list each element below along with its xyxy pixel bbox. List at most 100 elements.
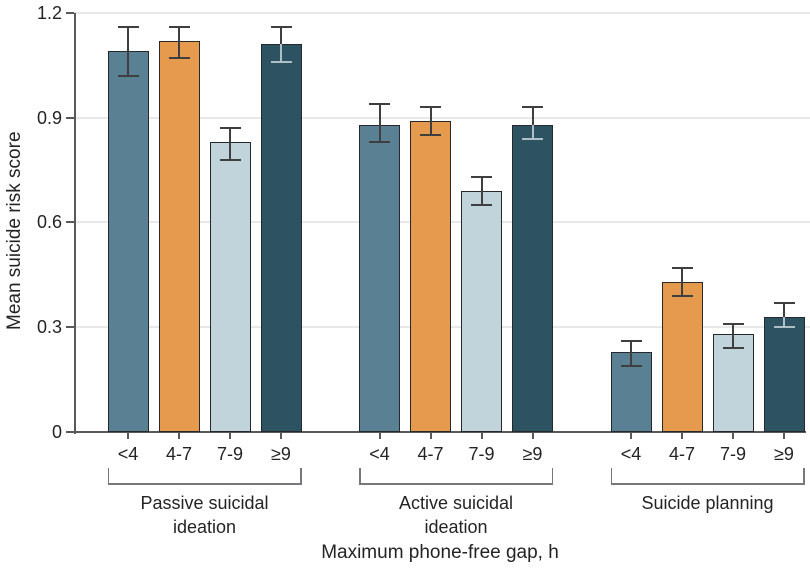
group-label-line: ideation — [172, 517, 237, 537]
x-tick-label: 4-7 — [165, 444, 192, 464]
error-bar-cap-top — [471, 176, 492, 179]
error-bar-cap-bottom — [117, 74, 139, 77]
error-bar-cap-top — [369, 102, 390, 105]
error-bar-line — [630, 341, 632, 352]
error-bar-cap-bottom — [369, 141, 390, 144]
group-bracket-end — [551, 468, 553, 485]
bar — [209, 142, 251, 432]
group-label: Passive suicidal ideation — [140, 491, 268, 539]
x-tick-label: 7-9 — [468, 444, 495, 464]
group-label: Suicide planning — [641, 491, 773, 515]
bar — [107, 51, 149, 432]
error-bar-cap-bottom — [471, 204, 492, 207]
error-bar-cap-top — [722, 322, 744, 325]
group-bracket — [359, 483, 553, 485]
group-bracket — [107, 483, 302, 485]
x-tick-label: <4 — [369, 444, 390, 464]
error-bar-line — [783, 316, 785, 328]
group-bracket-end — [300, 468, 302, 485]
x-tick-label: ≥9 — [271, 444, 291, 464]
x-tick-label: ≥9 — [774, 444, 794, 464]
error-bar-line — [229, 142, 231, 160]
y-axis-tick — [66, 431, 74, 433]
group-label-line: Active suicidal — [398, 493, 514, 513]
error-bar-cap-bottom — [722, 347, 744, 350]
x-axis-tick — [732, 433, 734, 439]
bar — [359, 124, 400, 432]
error-bar-line — [531, 107, 534, 125]
error-bar-cap-top — [620, 340, 642, 343]
x-axis-tick — [531, 433, 534, 439]
error-bar-line — [480, 177, 483, 192]
error-bar-line — [127, 51, 129, 76]
error-bar-cap-bottom — [522, 137, 543, 140]
x-axis-line — [74, 431, 806, 433]
bar — [260, 44, 302, 432]
y-tick-label: 0.3 — [36, 317, 62, 338]
group-label: Active suicidal ideation — [399, 491, 513, 539]
error-bar-cap-top — [219, 127, 241, 130]
x-tick-label: 4-7 — [668, 444, 695, 464]
error-bar-cap-top — [420, 106, 441, 109]
group-bracket-end — [803, 468, 805, 485]
error-bar-cap-bottom — [420, 134, 441, 137]
y-axis-tick — [66, 221, 74, 224]
x-axis-tick — [229, 433, 231, 439]
y-axis-tick — [66, 116, 74, 119]
x-tick-label: 7-9 — [719, 444, 746, 464]
bar — [661, 281, 703, 432]
error-bar-line — [378, 124, 381, 143]
error-bar-line — [280, 44, 282, 62]
error-bar-line — [630, 351, 632, 366]
x-axis-tick — [127, 433, 129, 439]
y-tick-label: 0.9 — [36, 107, 62, 128]
error-bar-cap-top — [270, 25, 292, 28]
bar — [712, 334, 754, 432]
group-label-line: Suicide planning — [641, 493, 774, 513]
group-label-line: Passive suicidal — [140, 493, 269, 513]
x-axis-tick — [681, 433, 683, 439]
error-bar-line — [681, 281, 683, 296]
error-bar-cap-bottom — [270, 60, 292, 63]
error-bar-cap-bottom — [671, 294, 693, 297]
group-label-line: ideation — [424, 517, 488, 537]
x-tick-label: ≥9 — [522, 444, 543, 464]
x-axis-tick — [178, 433, 180, 439]
error-bar-line — [429, 121, 432, 136]
group-bracket-end — [610, 468, 612, 485]
error-bar-line — [681, 267, 683, 282]
y-axis-line — [74, 12, 76, 434]
x-axis-title: Maximum phone-free gap, h — [321, 542, 559, 563]
gridline — [74, 116, 810, 119]
y-tick-label: 1.2 — [36, 2, 62, 23]
error-bar-line — [378, 103, 381, 125]
error-bar-line — [480, 191, 483, 206]
error-bar-cap-bottom — [219, 158, 241, 161]
error-bar-cap-bottom — [773, 326, 795, 329]
x-tick-label: 4-7 — [417, 444, 444, 464]
x-tick-label: <4 — [620, 444, 642, 464]
error-bar-line — [429, 107, 432, 122]
y-tick-label: 0.6 — [36, 212, 62, 233]
y-axis-tick — [66, 11, 74, 14]
error-bar-line — [280, 26, 282, 45]
error-bar-cap-bottom — [168, 57, 190, 60]
error-bar-line — [531, 124, 534, 139]
x-axis-tick — [280, 433, 282, 439]
error-bar-line — [127, 26, 129, 52]
error-bar-line — [732, 334, 734, 349]
x-tick-label: <4 — [117, 444, 139, 464]
x-axis-tick — [480, 433, 483, 439]
x-axis-tick — [630, 433, 632, 439]
bar — [158, 40, 200, 432]
bar — [763, 316, 805, 432]
bar — [461, 191, 502, 432]
error-bar-cap-top — [522, 106, 543, 109]
x-axis-tick — [429, 433, 432, 439]
x-tick-label: 7-9 — [216, 444, 243, 464]
error-bar-line — [732, 323, 734, 335]
y-tick-label: 0 — [51, 422, 62, 442]
gridline — [74, 11, 810, 14]
